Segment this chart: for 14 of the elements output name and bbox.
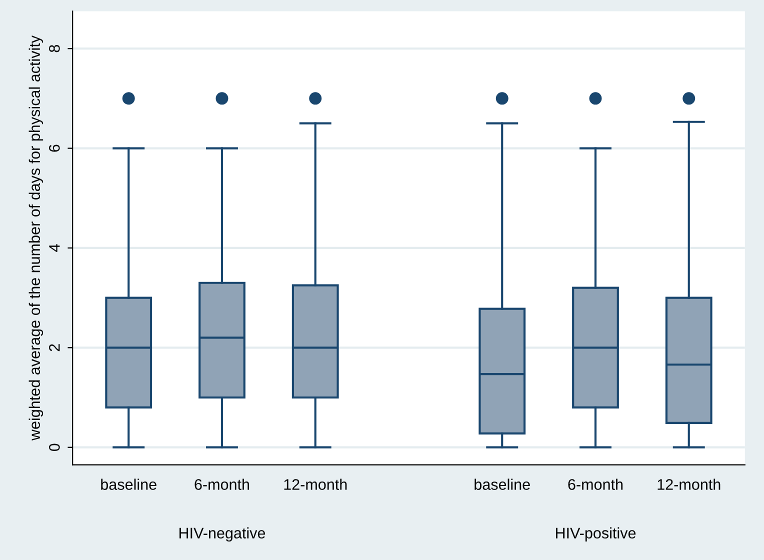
x-tick-label: 12-month bbox=[284, 478, 347, 490]
y-axis-title: weighted average of the number of days for physical activity bbox=[28, 35, 44, 441]
x-tick-label: 6-month bbox=[194, 478, 250, 490]
y-tick-label: 4 bbox=[49, 244, 60, 252]
y-tick-label: 6 bbox=[49, 144, 60, 152]
x-tick-label: baseline bbox=[101, 478, 156, 490]
text: HIV-positive bbox=[556, 527, 636, 542]
y-tick-label: 8 bbox=[49, 45, 60, 52]
y-tick-label: 0 bbox=[49, 444, 60, 452]
y-tick-label: 2 bbox=[49, 344, 60, 352]
x-tick-label: baseline bbox=[474, 478, 530, 490]
text: HIV-negative bbox=[180, 527, 266, 542]
x-tick-label: 6-month bbox=[568, 478, 623, 490]
x-tick-label: 12-month bbox=[658, 478, 720, 490]
